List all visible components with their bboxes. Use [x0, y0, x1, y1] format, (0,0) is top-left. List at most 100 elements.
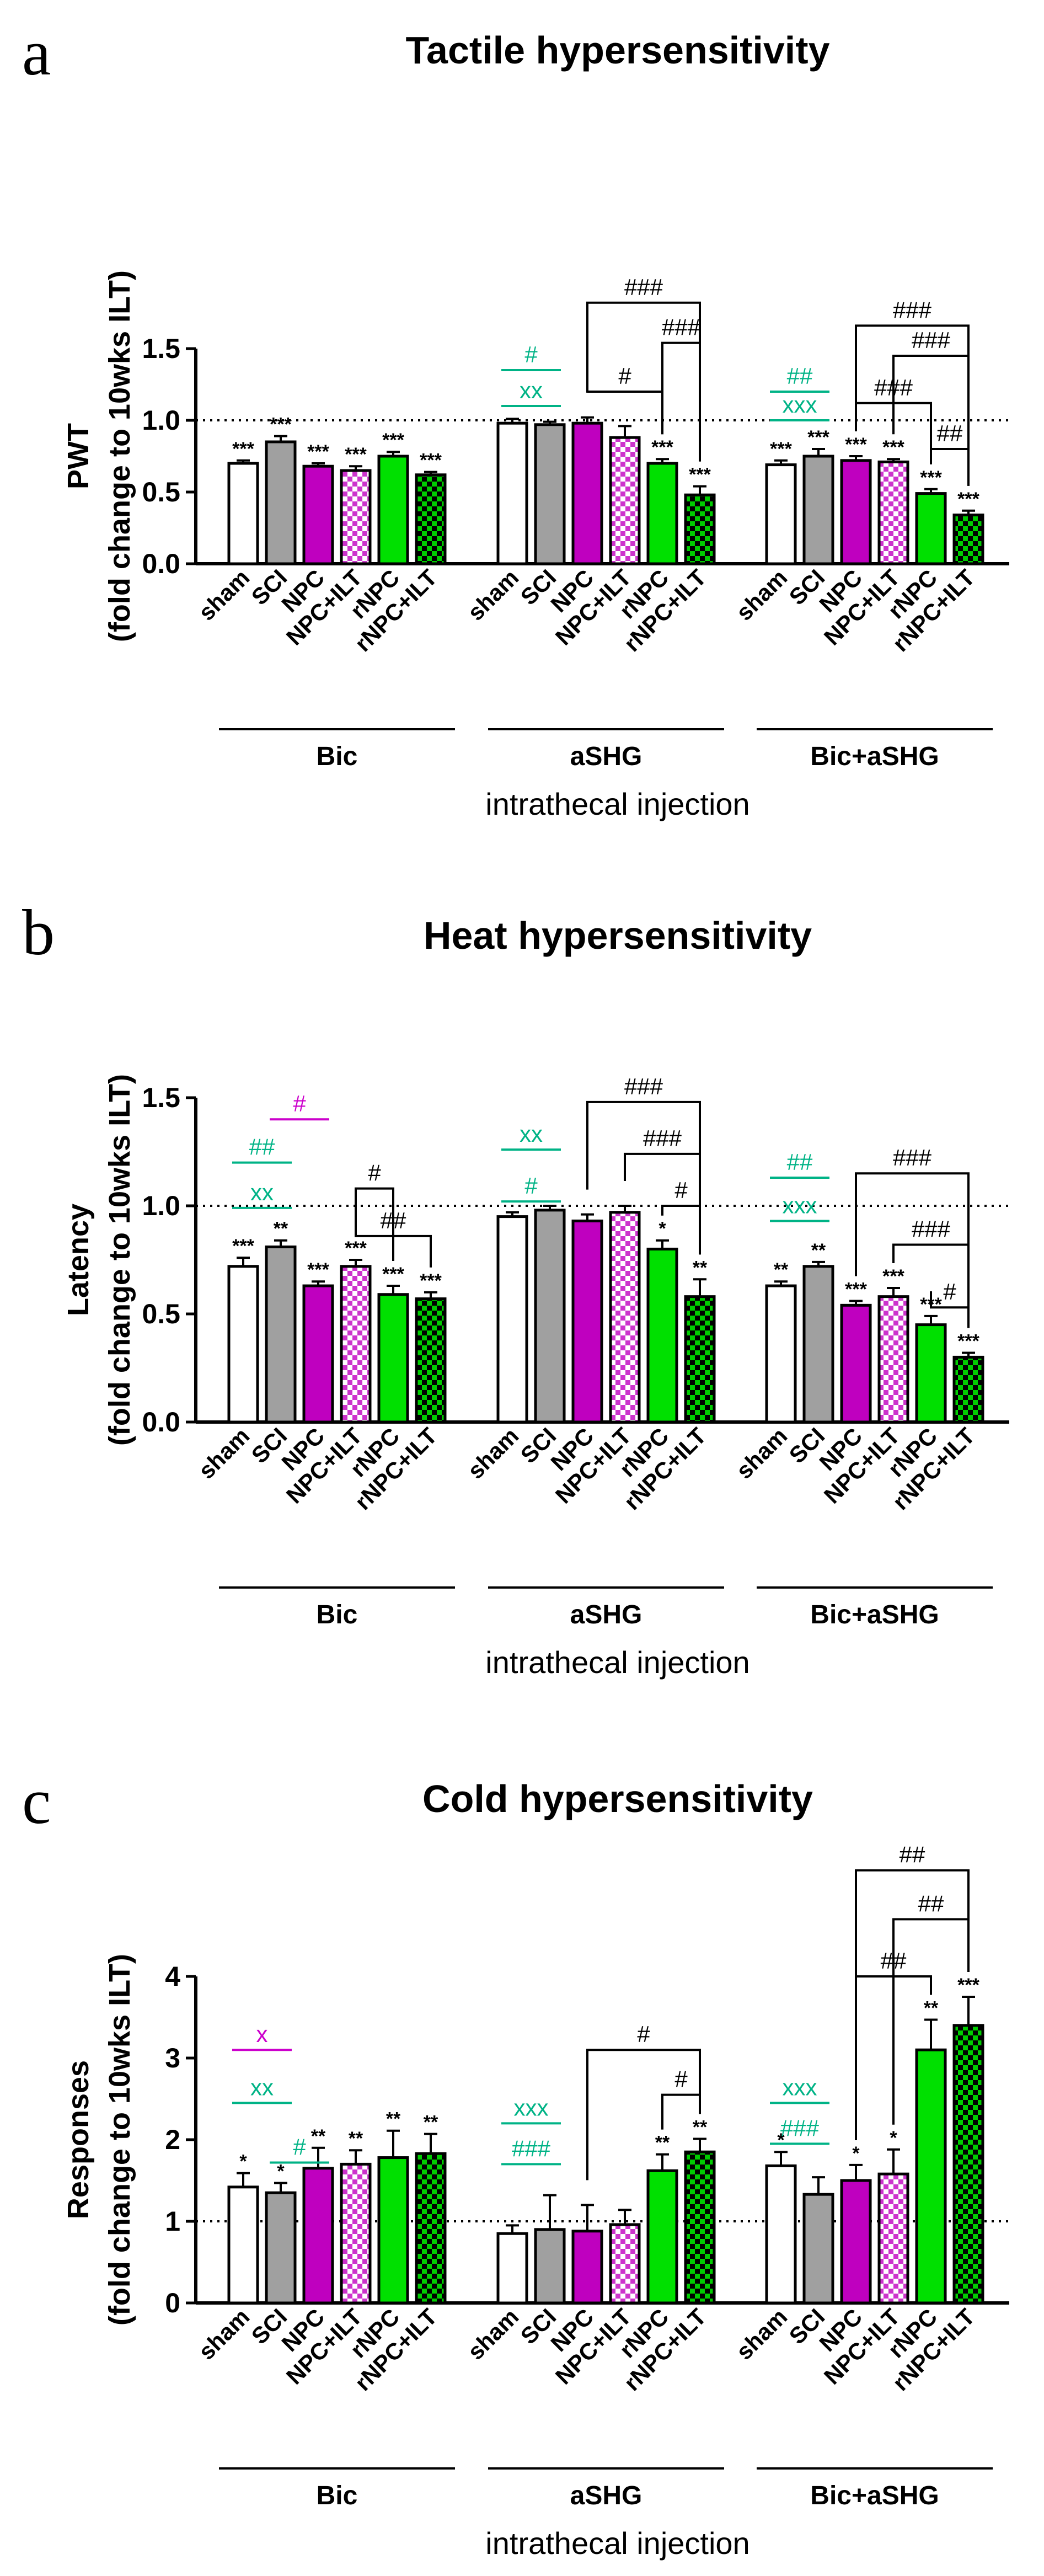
- comparison-label: ###: [912, 1216, 951, 1242]
- y-axis-label-2: (fold change to 10wks ILT): [103, 1074, 136, 1446]
- x-axis-label: intrathecal injection: [485, 1645, 749, 1680]
- comparison-label: x: [256, 2021, 268, 2047]
- x-tick-label: sham: [731, 564, 793, 626]
- y-axis-label: Latency: [62, 1204, 95, 1316]
- comparison-bracket: [930, 448, 970, 486]
- significance-stars: ***: [957, 489, 979, 510]
- panel-letter: a: [22, 17, 51, 89]
- significance-stars: ***: [882, 1266, 904, 1287]
- significance-stars: ***: [345, 1238, 367, 1259]
- y-tick-label: 0.0: [142, 548, 180, 579]
- bar-Bic-NPC: [302, 1284, 334, 1424]
- y-tick-label: 0: [165, 2288, 180, 2318]
- significance-stars: ***: [307, 1259, 329, 1280]
- significance-stars: **: [349, 2128, 363, 2149]
- comparison-label: #: [637, 2021, 650, 2047]
- comparison-bracket: [892, 1243, 970, 1328]
- significance-stars: ***: [307, 441, 329, 462]
- significance-stars: **: [655, 2133, 670, 2153]
- bar-Bic+aSHG-NPC: [840, 459, 872, 565]
- comparison-label: #: [293, 1091, 306, 1116]
- comparison-label: ###: [662, 314, 701, 340]
- y-tick-label: 0.0: [142, 1407, 180, 1437]
- bar-aSHG-rNPC+ILT: [684, 2150, 716, 2305]
- group-label: Bic: [317, 2481, 358, 2510]
- significance-stars: ***: [689, 464, 711, 485]
- significance-stars: **: [424, 2112, 438, 2133]
- significance-stars: ***: [382, 430, 404, 451]
- comparison-bracket: [855, 402, 932, 464]
- chart-title: Cold hypersensitivity: [422, 1777, 813, 1820]
- significance-stars: *: [239, 2151, 247, 2172]
- significance-stars: ***: [420, 450, 442, 471]
- comparison-label: xxx: [514, 2094, 549, 2120]
- bar-aSHG-NPC+ILT: [609, 2223, 641, 2305]
- y-tick-label: 1.5: [142, 333, 180, 364]
- significance-stars: **: [693, 2117, 708, 2138]
- significance-stars: ***: [270, 414, 292, 435]
- panel-c: c Cold hypersensitivity 0 1 2 3 4 Responses (fol…: [22, 1765, 1009, 2561]
- bar-aSHG-sham: [496, 421, 528, 565]
- bar-Bic+aSHG-NPC: [840, 1303, 872, 1424]
- x-axis-label: intrathecal injection: [485, 787, 749, 821]
- significance-stars: *: [277, 2161, 285, 2182]
- comparison-label: ###: [912, 327, 951, 353]
- comparison-bracket: [930, 1291, 970, 1328]
- significance-stars: ***: [232, 1236, 254, 1257]
- significance-stars: ***: [920, 467, 942, 488]
- comparison-label: xx: [520, 1121, 543, 1147]
- significance-stars: **: [311, 2126, 326, 2147]
- x-axis-label: intrathecal injection: [485, 2526, 749, 2561]
- bar-Bic-NPC+ILT: [340, 2162, 372, 2305]
- group-label: Bic: [317, 742, 358, 771]
- group-label: Bic+aSHG: [810, 1600, 939, 1629]
- group-label: Bic: [317, 1600, 358, 1629]
- comparison-label: ###: [624, 274, 663, 300]
- comparison-label: ###: [874, 375, 913, 400]
- bar-aSHG-SCI: [534, 423, 566, 565]
- significance-stars: ***: [845, 434, 867, 455]
- bar-Bic-rNPC: [377, 2156, 409, 2305]
- significance-stars: ***: [651, 437, 673, 458]
- comparison-bracket: [855, 1869, 970, 2140]
- bar-Bic+aSHG-rNPC: [915, 1323, 947, 1424]
- bar-Bic+aSHG-SCI: [802, 2193, 834, 2305]
- bar-Bic-NPC: [302, 2167, 334, 2305]
- bar-Bic+aSHG-NPC+ILT: [877, 2172, 909, 2305]
- x-tick-label: sham: [194, 1423, 255, 1484]
- bar-Bic+aSHG-SCI: [802, 1265, 834, 1424]
- comparison-bracket: [892, 1918, 970, 2125]
- significance-stars: ***: [345, 444, 367, 465]
- chart-title: Heat hypersensitivity: [424, 914, 812, 957]
- bar-Bic-SCI: [265, 2191, 297, 2305]
- bar-Bic+aSHG-rNPC+ILT: [952, 1355, 984, 1424]
- x-tick-label: sham: [731, 1423, 793, 1484]
- comparison-label: xx: [250, 1179, 274, 1205]
- comparison-bracket: [661, 341, 701, 462]
- y-tick-label: 1.5: [142, 1082, 180, 1113]
- comparison-label: #: [943, 1279, 956, 1305]
- comparison-label: #: [674, 2066, 688, 2092]
- bar-Bic+aSHG-NPC: [840, 2179, 872, 2305]
- comparison-label: #: [674, 1177, 688, 1203]
- bar-Bic+aSHG-rNPC+ILT: [952, 2024, 984, 2305]
- comparison-label: ###: [780, 2115, 820, 2141]
- comparison-bracket: [855, 1172, 970, 1328]
- bar-Bic-rNPC: [377, 455, 409, 565]
- x-tick-label: sham: [463, 564, 524, 626]
- significance-stars: ***: [957, 1975, 979, 1996]
- panel-a: a Tactile hypersensitivity 0.0 0.5 1.0 1.5 PWT…: [22, 17, 1009, 821]
- comparison-bracket: [355, 1234, 432, 1268]
- significance-stars: **: [386, 2109, 401, 2130]
- y-tick-label: 2: [165, 2124, 180, 2155]
- bar-Bic+aSHG-NPC+ILT: [877, 1295, 909, 1424]
- comparison-label: ##: [249, 1134, 275, 1160]
- significance-stars: ***: [232, 439, 254, 459]
- bar-Bic-SCI: [265, 440, 297, 565]
- bar-Bic+aSHG-rNPC+ILT: [952, 514, 984, 565]
- group-label: aSHG: [570, 1600, 643, 1629]
- comparison-bracket: [586, 2049, 701, 2180]
- group-label: Bic+aSHG: [810, 742, 939, 771]
- bar-aSHG-SCI: [534, 1209, 566, 1424]
